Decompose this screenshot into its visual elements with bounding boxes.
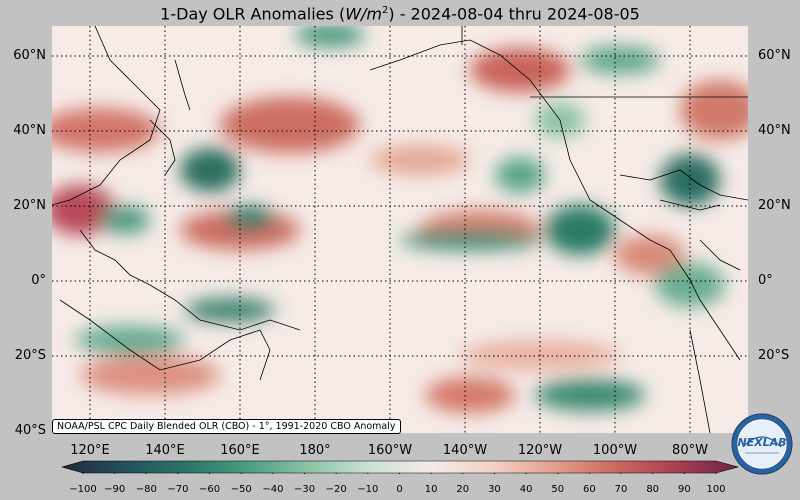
colorbar-tick-label: 70 [614, 484, 628, 495]
lat-label-right: 40°N [758, 123, 791, 138]
title-suffix: ) - 2024-08-04 thru 2024-08-05 [388, 4, 640, 24]
nexlab-logo: NEXLAB [731, 413, 793, 475]
colorbar-tick-label: 60 [583, 484, 596, 495]
colorbar-tick-label: −10 [357, 484, 379, 495]
colorbar-tick-label: 40 [519, 484, 533, 495]
title-exponent: 2 [381, 5, 389, 16]
logo-text: NEXLAB [737, 436, 786, 449]
lon-label: 160°W [367, 443, 413, 458]
lat-label-right: 20°S [758, 348, 790, 363]
lat-label-left: 60°N [13, 48, 46, 63]
lat-label-left: 40°N [13, 123, 46, 138]
colorbar-tick-label: −100 [69, 484, 97, 495]
colorbar-tick-label: 80 [646, 484, 660, 495]
lat-label-left: 20°S [14, 348, 46, 363]
lon-label: 100°W [592, 443, 638, 458]
colorbar-tick-label: −20 [325, 484, 347, 495]
colorbar-tick-label: 90 [677, 484, 691, 495]
colorbar-tick-label: 30 [488, 484, 501, 495]
lon-label: 140°W [442, 443, 488, 458]
colorbar-tick-label: 0 [396, 484, 403, 495]
colorbar-tick-label: 100 [706, 484, 726, 495]
lon-label: 80°W [672, 443, 708, 458]
colorbar-tick-label: −40 [262, 484, 284, 495]
title-prefix: 1-Day OLR Anomalies ( [160, 4, 346, 24]
colorbar-tick-label: −70 [167, 484, 189, 495]
lat-label-right: 20°N [758, 198, 791, 213]
colorbar-tick-label: 20 [456, 484, 470, 495]
colorbar-tick-label: −80 [135, 484, 157, 495]
lon-label: 120°E [70, 443, 110, 458]
lon-label: 180° [299, 443, 331, 458]
lat-label-left: 0° [31, 273, 46, 288]
map-title: 1-Day OLR Anomalies (W/m2) - 2024-08-04 … [0, 0, 800, 25]
lon-label: 160°E [220, 443, 260, 458]
colorbar-gradient [60, 460, 740, 474]
colorbar-tick-label: −50 [230, 484, 252, 495]
lat-label-left: 20°N [13, 198, 46, 213]
colorbar-tick-label: −90 [104, 484, 126, 495]
title-unit: W/m [345, 4, 382, 24]
lon-label: 140°E [145, 443, 185, 458]
lat-label-right: 60°N [758, 48, 791, 63]
lon-label: 120°W [517, 443, 563, 458]
source-note: NOAA/PSL CPC Daily Blended OLR (CBO) - 1… [52, 419, 401, 434]
colorbar [60, 460, 740, 474]
colorbar-tick-label: 10 [424, 484, 438, 495]
lat-label-left: 40°S [14, 423, 46, 438]
colorbar-tick-label: −60 [199, 484, 221, 495]
lat-label-right: 0° [758, 273, 773, 288]
colorbar-tick-label: 50 [551, 484, 565, 495]
colorbar-tick-label: −30 [293, 484, 316, 495]
